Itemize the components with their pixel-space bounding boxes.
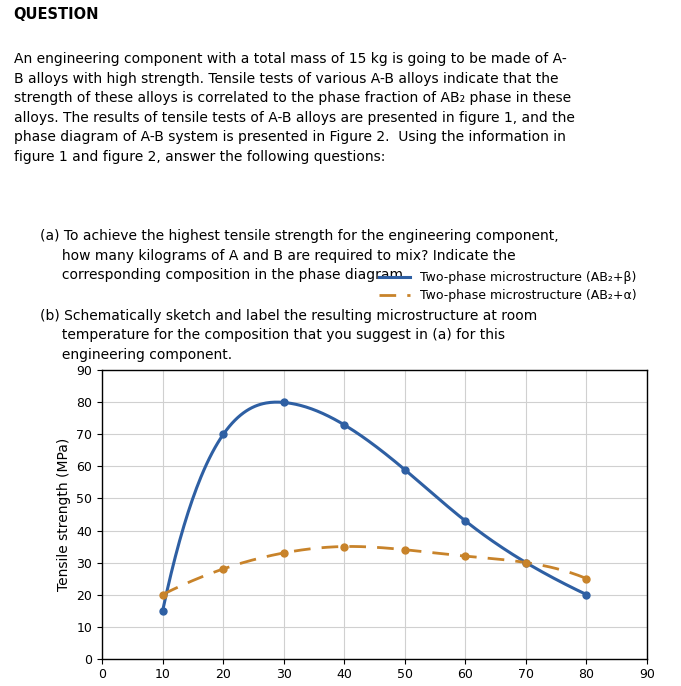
Text: (b) Schematically sketch and label the resulting microstructure at room
     tem: (b) Schematically sketch and label the r… bbox=[39, 309, 537, 362]
Text: An engineering component with a total mass of 15 kg is going to be made of A-
B : An engineering component with a total ma… bbox=[14, 52, 575, 164]
Y-axis label: Tensile strength (MPa): Tensile strength (MPa) bbox=[57, 438, 71, 591]
Legend: Two-phase microstructure (AB₂+β), Two-phase microstructure (AB₂+α): Two-phase microstructure (AB₂+β), Two-ph… bbox=[375, 268, 641, 306]
Text: QUESTION: QUESTION bbox=[14, 7, 99, 22]
Text: (a) To achieve the highest tensile strength for the engineering component,
     : (a) To achieve the highest tensile stren… bbox=[39, 229, 558, 283]
